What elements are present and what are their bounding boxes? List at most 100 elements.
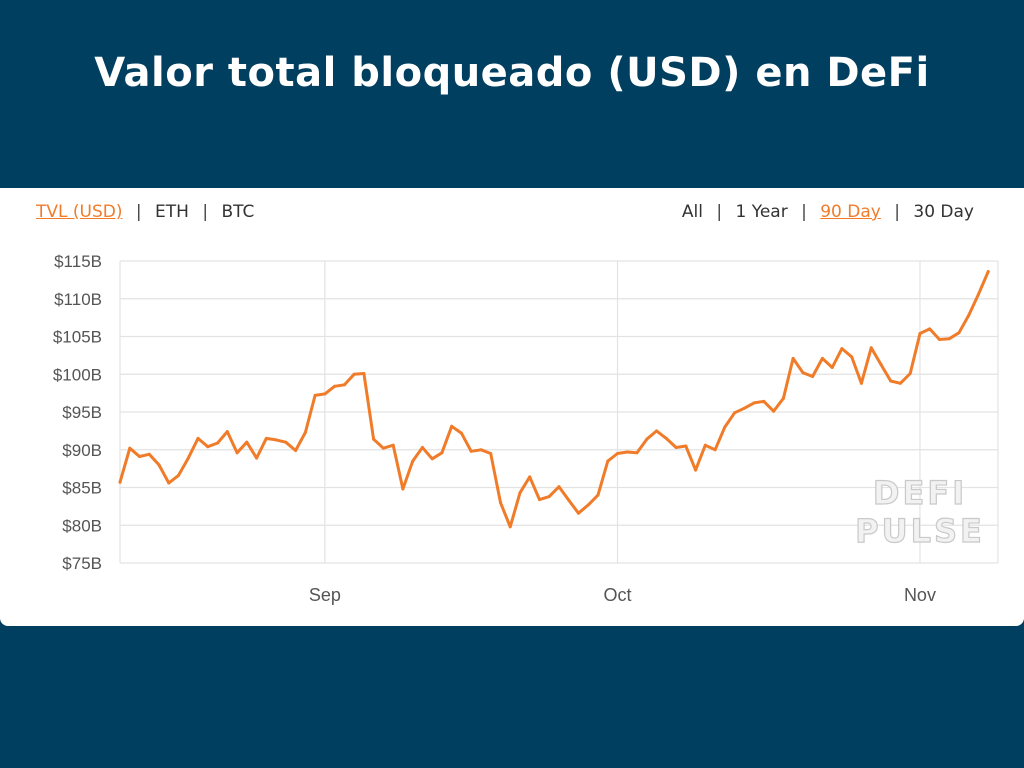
range-option-all[interactable]: All — [681, 202, 703, 222]
data-point — [430, 457, 434, 461]
data-point — [128, 446, 132, 450]
data-point — [528, 475, 532, 479]
data-point — [362, 372, 366, 375]
data-point — [284, 440, 288, 444]
data-point — [118, 480, 122, 484]
data-point — [938, 338, 941, 341]
data-point — [352, 372, 356, 376]
data-point — [645, 437, 649, 441]
data-point — [459, 431, 463, 435]
data-point — [225, 430, 229, 434]
data-point — [762, 399, 766, 403]
data-point — [791, 356, 795, 360]
data-point — [479, 448, 483, 452]
data-point — [216, 441, 220, 445]
data-point — [684, 444, 688, 448]
data-point — [928, 327, 932, 331]
tvl-line-chart: $75B $80B $85B $90B $95B $100B $105B $110B $115B… — [53, 252, 999, 605]
data-point — [557, 485, 561, 489]
y-tick-label: $90B — [62, 441, 102, 460]
slide-title: Valor total bloqueado (USD) en DeFi — [94, 50, 930, 96]
chart-card: TVL (USD) | ETH | BTC All | 1 Year | 90 … — [0, 188, 1024, 626]
y-tick-label: $105B — [53, 328, 102, 347]
data-points — [118, 270, 990, 529]
metric-option-tvl-usd[interactable]: TVL (USD) — [36, 202, 123, 222]
x-tick-label: Nov — [904, 585, 936, 605]
data-point — [840, 347, 844, 351]
data-point — [167, 481, 171, 485]
data-point — [947, 337, 951, 341]
data-point — [147, 452, 151, 456]
data-point — [859, 381, 863, 385]
data-point — [547, 495, 551, 499]
data-point — [255, 456, 259, 460]
data-point — [518, 491, 522, 495]
y-tick-label: $110B — [54, 290, 102, 309]
data-point — [879, 362, 883, 366]
separator: | — [801, 202, 807, 222]
data-point — [401, 487, 405, 491]
data-point — [577, 511, 580, 515]
watermark-defi: DEFI — [873, 474, 967, 512]
x-tick-label: Sep — [309, 585, 341, 605]
range-option-1-year[interactable]: 1 Year — [735, 202, 788, 222]
data-point — [694, 468, 698, 472]
data-point — [977, 292, 980, 296]
data-point — [596, 493, 600, 497]
data-point — [313, 393, 317, 397]
y-tick-label: $75B — [62, 554, 102, 573]
series-line-tvl-usd — [118, 270, 990, 529]
data-point — [294, 449, 298, 452]
data-point — [869, 346, 873, 350]
data-point — [752, 401, 756, 405]
data-point — [616, 452, 619, 455]
x-tick-label: Oct — [604, 585, 632, 605]
grid-layer — [119, 260, 999, 564]
data-point — [235, 451, 239, 455]
data-point — [703, 443, 707, 447]
data-point — [420, 446, 424, 449]
data-point — [391, 443, 395, 447]
data-point — [733, 411, 737, 415]
range-selector: All | 1 Year | 90 Day | 30 Day — [682, 202, 974, 222]
data-point — [713, 448, 717, 452]
data-point — [772, 409, 776, 413]
y-tick-label: $95B — [62, 403, 102, 422]
data-point — [898, 381, 902, 385]
data-point — [986, 270, 990, 274]
data-point — [811, 375, 815, 378]
data-point — [742, 406, 746, 410]
range-option-30-day[interactable]: 30 Day — [913, 202, 974, 222]
data-point — [918, 332, 922, 335]
separator: | — [894, 202, 900, 222]
data-point — [245, 440, 249, 444]
data-point — [469, 449, 473, 453]
range-option-90-day[interactable]: 90 Day — [820, 202, 881, 222]
data-point — [196, 436, 200, 440]
separator: | — [135, 202, 142, 222]
data-point — [450, 424, 454, 428]
data-point — [381, 446, 385, 450]
data-point — [157, 463, 161, 467]
data-point — [781, 396, 785, 400]
data-point — [138, 455, 141, 458]
y-tick-label: $115B — [54, 252, 102, 271]
data-point — [372, 437, 376, 441]
data-point — [801, 371, 805, 375]
data-point — [440, 451, 444, 455]
y-tick-label: $85B — [62, 479, 102, 498]
metric-option-eth[interactable]: ETH — [155, 202, 189, 222]
data-point — [655, 429, 659, 433]
data-point — [489, 452, 493, 455]
data-point — [908, 372, 912, 375]
data-point — [889, 379, 893, 383]
data-point — [606, 459, 610, 463]
data-point — [957, 331, 961, 335]
data-point — [723, 425, 727, 429]
x-axis: Sep Oct Nov — [309, 585, 936, 605]
metric-option-btc[interactable]: BTC — [221, 202, 255, 222]
y-axis: $75B $80B $85B $90B $95B $100B $105B $110B $115B — [53, 252, 102, 573]
data-point — [499, 501, 502, 505]
data-point — [820, 356, 824, 360]
data-point — [586, 503, 590, 507]
